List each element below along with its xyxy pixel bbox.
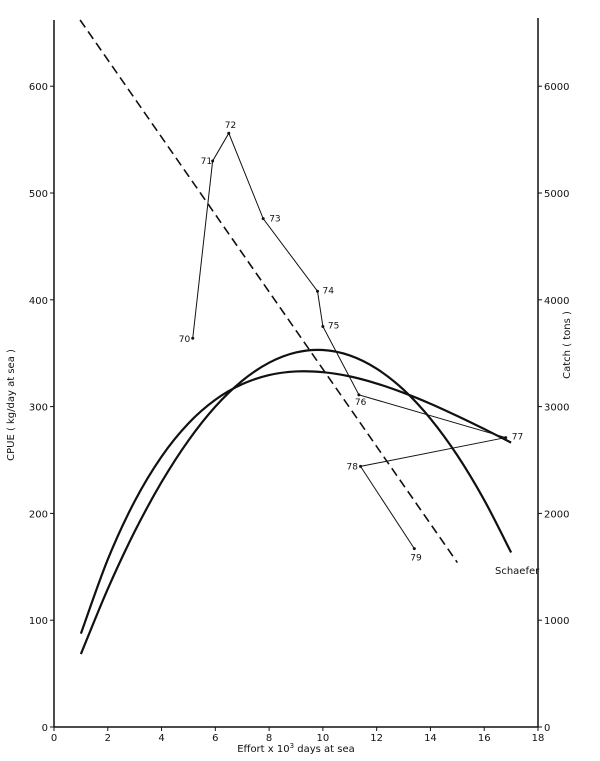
x-tick-label: 0 [51,733,57,744]
x-tick-label: 4 [158,733,164,744]
data-point-label: 71 [201,157,212,167]
data-point [211,159,215,163]
data-point [357,393,361,397]
x-tick-label: 2 [105,733,111,744]
data-point-label: 74 [323,286,335,296]
data-point-label: 70 [179,335,191,345]
data-point [191,336,195,340]
right-axis-title: Catch ( tons ) [562,311,573,379]
data-point-label: 73 [269,215,280,225]
data-point-label: 77 [512,433,523,443]
data-point [227,131,231,135]
left-axis-title: CPUE ( kg/day at sea ) [6,349,17,461]
x-tick-label: 18 [532,733,545,744]
axes [53,18,539,728]
data-point [316,289,320,293]
y-left-tick-label: 300 [29,403,48,414]
y-left-tick-label: 200 [29,509,48,520]
y-right-tick-label: 5000 [544,189,569,200]
data-point-label: 72 [225,121,236,131]
y-left-tick-label: 100 [29,616,48,627]
x-tick-label: 12 [370,733,383,744]
y-left-tick-label: 400 [29,296,48,307]
y-right-tick-label: 3000 [544,403,569,414]
x-tick-label: 10 [317,733,330,744]
series-line-2 [79,370,512,635]
data-point-label: 76 [355,398,367,408]
y-left-tick-label: 500 [29,189,48,200]
y-left-tick-label: 600 [29,82,48,93]
data-point-label: 79 [410,554,422,564]
data-point-label: 75 [328,322,339,332]
x-tick-label: 16 [478,733,491,744]
y-right-tick-label: 0 [544,723,550,734]
series-line-0 [192,132,506,549]
x-tick-label: 8 [266,733,272,744]
data-point-label: 78 [347,462,359,472]
series-line-schaefer [79,348,513,655]
y-right-tick-label: 1000 [544,616,569,627]
data-point [321,325,325,328]
series-line-dashed [79,19,458,563]
y-right-tick-label: 4000 [544,296,569,307]
y-right-tick-label: 6000 [544,82,569,93]
data-point [359,464,363,468]
x-tick-label: 6 [212,733,218,744]
x-axis-title: Effort x 103 days at sea [237,742,355,755]
schaefer-annotation: Schaefer [495,566,540,577]
x-tick-label: 14 [424,733,437,744]
y-left-tick-label: 0 [42,723,48,734]
y-right-tick-label: 2000 [544,509,569,520]
data-point [412,547,416,551]
data-point [261,217,265,221]
